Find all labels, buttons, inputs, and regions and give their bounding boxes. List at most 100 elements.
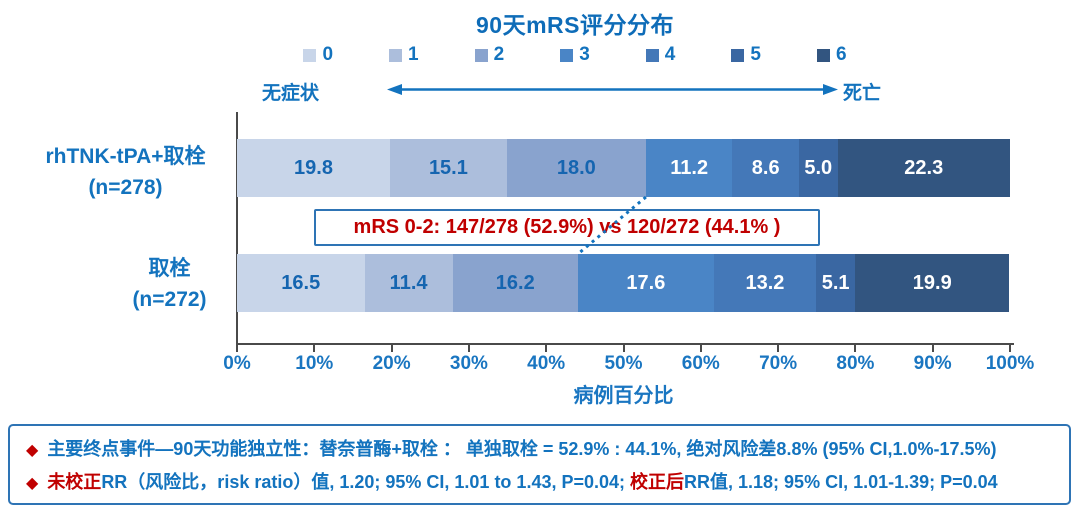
segment-value-label: 5.0 — [804, 156, 833, 179]
tick-mark — [622, 345, 625, 352]
tick-mark — [854, 345, 857, 352]
legend-swatch-icon — [474, 48, 488, 62]
legend-swatch-icon — [303, 48, 317, 62]
tick-label: 70% — [759, 353, 798, 374]
legend-item-6: 6 — [816, 44, 847, 66]
note-2-adjusted-rr-text: RR值, 1.18; 95% CI, 1.01-1.39; P=0.04 — [684, 472, 998, 492]
tick-mark — [236, 345, 238, 352]
scale-left-label: 无症状 — [262, 83, 320, 104]
legend-item-1: 1 — [389, 44, 419, 66]
legend-item-4: 4 — [645, 44, 676, 66]
legend-label: 2 — [493, 44, 505, 65]
tick-label: 40% — [527, 353, 566, 374]
segment-value-label: 19.8 — [294, 156, 333, 179]
legend-item-0: 0 — [303, 44, 333, 66]
bar-segment-mrs-0: 19.8 — [237, 139, 391, 197]
tick-label: 80% — [836, 353, 875, 374]
legend: 0 1 2 3 4 5 6 — [70, 44, 1080, 66]
segment-value-label: 5.1 — [821, 271, 850, 294]
bar-segment-mrs-2: 18.0 — [506, 139, 646, 197]
legend-label: 4 — [664, 44, 676, 65]
bar-segment-mrs-5: 5.1 — [815, 254, 856, 312]
bar-segment-mrs-3: 17.6 — [577, 254, 714, 312]
tick-mark — [931, 345, 934, 352]
bar-segment-mrs-4: 8.6 — [732, 139, 799, 197]
tick-label: 0% — [223, 353, 251, 374]
tick-mark — [313, 345, 316, 352]
segment-value-label: 16.5 — [281, 271, 321, 294]
tick-label: 60% — [681, 353, 720, 374]
segment-value-label: 18.0 — [556, 156, 596, 179]
note-1-text: 主要终点事件—90天功能独立性：替奈普酶+取栓 ： 单独取栓 = 52.9% :… — [47, 439, 997, 459]
group-name: 取栓 — [148, 257, 191, 280]
legend-label: 0 — [322, 44, 334, 65]
note-line-2: ◆ 未校正RR（风险比，risk ratio）值, 1.20; 95% CI, 1… — [26, 468, 1069, 494]
bar-segment-mrs-2: 16.2 — [452, 254, 578, 312]
diamond-bullet-icon: ◆ — [26, 475, 39, 492]
note-2-unadjusted-label: 未校正 — [47, 472, 102, 492]
legend-item-2: 2 — [474, 44, 505, 66]
tick-mark — [1009, 345, 1011, 352]
legend-swatch-icon — [816, 48, 830, 62]
tick-label: 20% — [372, 353, 411, 374]
tick-label: 90% — [913, 353, 952, 374]
severity-range-arrow — [387, 84, 838, 95]
group-name: rhTNK-tPA+取栓 — [45, 145, 206, 168]
bar-segment-mrs-6: 22.3 — [837, 139, 1010, 197]
legend-item-5: 5 — [731, 44, 761, 66]
bar-segment-mrs-0: 16.5 — [237, 254, 365, 312]
tick-mark — [390, 345, 393, 352]
segment-value-label: 11.2 — [670, 156, 709, 179]
note-2-adjusted-label: 校正后 — [630, 472, 685, 492]
segment-value-label: 19.9 — [912, 271, 952, 294]
segment-value-label: 13.2 — [745, 271, 785, 294]
tick-mark — [545, 345, 548, 352]
segment-value-label: 11.4 — [389, 271, 428, 294]
segment-value-label: 16.2 — [495, 271, 535, 294]
segment-value-label: 17.6 — [626, 271, 666, 294]
tick-mark — [777, 345, 780, 352]
legend-label: 1 — [408, 44, 419, 65]
chart-title: 90天mRS评分分布 — [476, 12, 674, 38]
group-label-evt: 取栓 (n=272) — [62, 253, 277, 315]
scale-right-label: 死亡 — [843, 83, 882, 104]
legend-label: 5 — [750, 44, 761, 65]
x-axis-title: 病例百分比 — [573, 385, 674, 407]
tick-label: 10% — [295, 353, 334, 374]
tick-label: 50% — [604, 353, 643, 374]
annotation-box: mRS 0-2: 147/278 (52.9%) vs 120/272 (44.… — [314, 209, 820, 246]
tick-mark — [699, 345, 702, 352]
bar-segment-mrs-1: 11.4 — [364, 254, 453, 312]
segment-value-label: 8.6 — [751, 156, 780, 179]
x-axis-ticks: 0% 10% 20% 30% 40% 50% 60% 70% 80% 90% 100% — [223, 343, 1034, 403]
note-2-rr-text: RR（风险比，risk ratio）值, 1.20; 95% CI, 1.01 … — [101, 472, 631, 492]
annotation-text: mRS 0-2: 147/278 (52.9%) vs 120/272 (44.… — [353, 216, 781, 238]
tick-mark — [467, 345, 470, 352]
notes-box: ◆ 主要终点事件—90天功能独立性：替奈普酶+取栓 ： 单独取栓 = 52.9% … — [8, 424, 1071, 505]
note-line-1: ◆ 主要终点事件—90天功能独立性：替奈普酶+取栓 ： 单独取栓 = 52.9% … — [26, 435, 1069, 461]
bar-row-tnk: 19.8 15.1 18.0 11.2 8.6 5.0 22.3 — [237, 139, 1010, 197]
legend-swatch-icon — [560, 48, 574, 62]
bar-segment-mrs-1: 15.1 — [390, 139, 507, 197]
legend-swatch-icon — [731, 48, 745, 62]
legend-item-3: 3 — [560, 44, 590, 66]
legend-label: 3 — [579, 44, 590, 65]
tick-label: 30% — [449, 353, 488, 374]
bar-row-evt: 16.5 11.4 16.2 17.6 13.2 5.1 19.9 — [237, 254, 1010, 312]
bar-segment-mrs-4: 13.2 — [713, 254, 816, 312]
group-label-tnk: rhTNK-tPA+取栓 (n=278) — [18, 141, 233, 203]
legend-swatch-icon — [645, 48, 659, 62]
group-n: (n=272) — [132, 288, 207, 311]
legend-swatch-icon — [389, 48, 403, 62]
legend-label: 6 — [835, 44, 847, 65]
segment-value-label: 15.1 — [428, 156, 468, 179]
group-n: (n=278) — [88, 176, 163, 199]
segment-value-label: 22.3 — [904, 156, 944, 179]
tick-label: 100% — [985, 353, 1035, 374]
x-axis-line — [236, 343, 1014, 345]
bar-segment-mrs-3: 11.2 — [645, 139, 733, 197]
diamond-bullet-icon: ◆ — [26, 442, 39, 459]
bar-segment-mrs-6: 19.9 — [855, 254, 1010, 312]
y-axis-line — [236, 112, 238, 345]
